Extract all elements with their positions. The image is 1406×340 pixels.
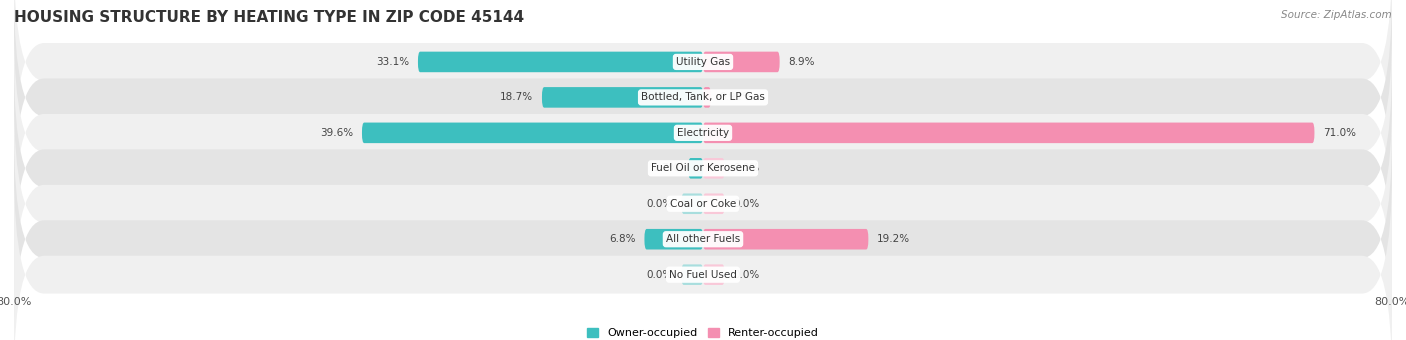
- Text: 39.6%: 39.6%: [321, 128, 353, 138]
- FancyBboxPatch shape: [14, 0, 1392, 167]
- Text: 0.91%: 0.91%: [720, 92, 752, 102]
- Text: 0.0%: 0.0%: [647, 199, 673, 209]
- FancyBboxPatch shape: [703, 122, 1315, 143]
- FancyBboxPatch shape: [703, 265, 724, 285]
- Text: 8.9%: 8.9%: [789, 57, 814, 67]
- Text: Fuel Oil or Kerosene: Fuel Oil or Kerosene: [651, 163, 755, 173]
- FancyBboxPatch shape: [14, 99, 1392, 309]
- FancyBboxPatch shape: [14, 134, 1392, 340]
- Text: Electricity: Electricity: [676, 128, 730, 138]
- Text: 71.0%: 71.0%: [1323, 128, 1355, 138]
- FancyBboxPatch shape: [14, 28, 1392, 238]
- Text: 0.0%: 0.0%: [647, 270, 673, 280]
- Text: All other Fuels: All other Fuels: [666, 234, 740, 244]
- Text: 0.0%: 0.0%: [733, 270, 759, 280]
- FancyBboxPatch shape: [703, 87, 711, 108]
- FancyBboxPatch shape: [703, 158, 724, 178]
- Text: 1.7%: 1.7%: [654, 163, 679, 173]
- Text: Source: ZipAtlas.com: Source: ZipAtlas.com: [1281, 10, 1392, 20]
- FancyBboxPatch shape: [14, 0, 1392, 203]
- FancyBboxPatch shape: [682, 265, 703, 285]
- Text: HOUSING STRUCTURE BY HEATING TYPE IN ZIP CODE 45144: HOUSING STRUCTURE BY HEATING TYPE IN ZIP…: [14, 10, 524, 25]
- FancyBboxPatch shape: [14, 170, 1392, 340]
- Text: No Fuel Used: No Fuel Used: [669, 270, 737, 280]
- FancyBboxPatch shape: [361, 122, 703, 143]
- Text: Bottled, Tank, or LP Gas: Bottled, Tank, or LP Gas: [641, 92, 765, 102]
- Text: 19.2%: 19.2%: [877, 234, 910, 244]
- FancyBboxPatch shape: [703, 229, 869, 250]
- FancyBboxPatch shape: [682, 193, 703, 214]
- Text: 33.1%: 33.1%: [377, 57, 409, 67]
- Text: 0.0%: 0.0%: [733, 199, 759, 209]
- Text: Coal or Coke: Coal or Coke: [669, 199, 737, 209]
- Text: Utility Gas: Utility Gas: [676, 57, 730, 67]
- FancyBboxPatch shape: [541, 87, 703, 108]
- FancyBboxPatch shape: [689, 158, 703, 178]
- FancyBboxPatch shape: [14, 63, 1392, 273]
- Text: 6.8%: 6.8%: [609, 234, 636, 244]
- Text: 18.7%: 18.7%: [501, 92, 533, 102]
- Text: 0.0%: 0.0%: [733, 163, 759, 173]
- Legend: Owner-occupied, Renter-occupied: Owner-occupied, Renter-occupied: [583, 325, 823, 340]
- FancyBboxPatch shape: [703, 52, 780, 72]
- FancyBboxPatch shape: [644, 229, 703, 250]
- FancyBboxPatch shape: [703, 193, 724, 214]
- FancyBboxPatch shape: [418, 52, 703, 72]
